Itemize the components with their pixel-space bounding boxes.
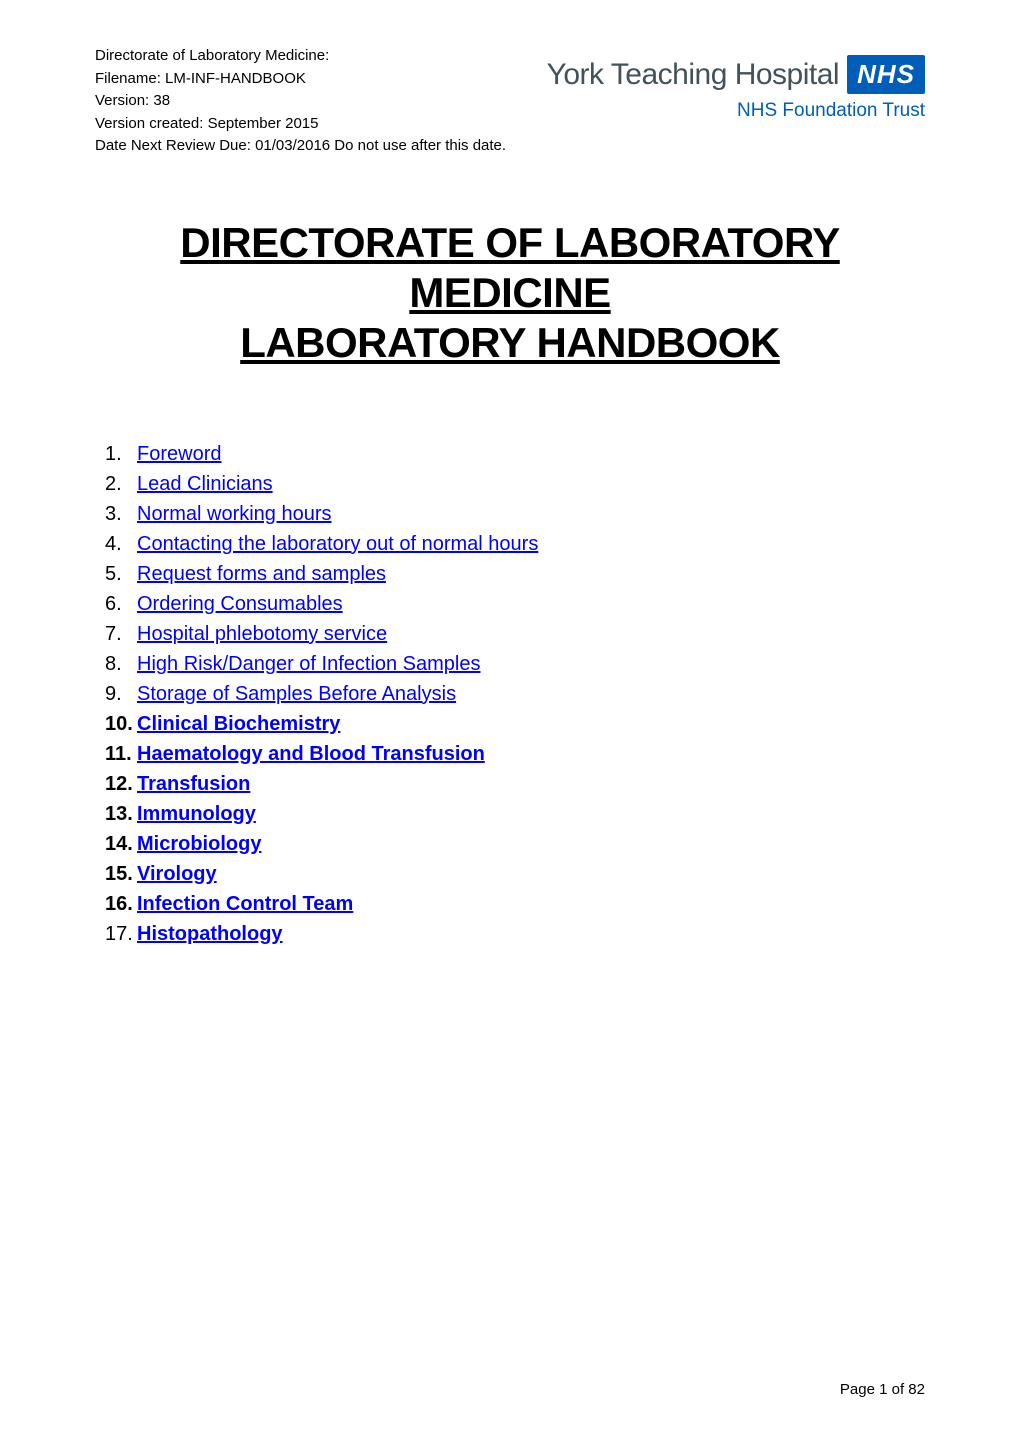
toc-item-number: 8. xyxy=(105,649,137,679)
toc-item-link[interactable]: Infection Control Team xyxy=(137,889,353,919)
toc-item-number: 1. xyxy=(105,439,137,469)
toc-item-number: 7. xyxy=(105,619,137,649)
toc-item: 9.Storage of Samples Before Analysis xyxy=(105,679,925,709)
toc-item-number: 10. xyxy=(105,709,137,739)
document-header: Directorate of Laboratory Medicine: File… xyxy=(95,45,925,158)
toc-item-link[interactable]: Microbiology xyxy=(137,829,261,859)
toc-item-number: 15. xyxy=(105,859,137,889)
version-line: Version: 38 xyxy=(95,90,506,113)
toc-item-number: 5. xyxy=(105,559,137,589)
table-of-contents: 1.Foreword2.Lead Clinicians3.Normal work… xyxy=(95,439,925,949)
title-heading: DIRECTORATE OF LABORATORY MEDICINE LABOR… xyxy=(95,218,925,369)
toc-item-link[interactable]: Haematology and Blood Transfusion xyxy=(137,739,485,769)
toc-item-number: 4. xyxy=(105,529,137,559)
toc-item-link[interactable]: Contacting the laboratory out of normal … xyxy=(137,529,538,559)
toc-item: 10.Clinical Biochemistry xyxy=(105,709,925,739)
toc-item: 7.Hospital phlebotomy service xyxy=(105,619,925,649)
toc-item-number: 13. xyxy=(105,799,137,829)
hospital-name: York Teaching Hospital xyxy=(547,58,840,92)
filename-line: Filename: LM-INF-HANDBOOK xyxy=(95,68,506,91)
toc-item-number: 11. xyxy=(105,739,137,769)
toc-item-number: 14. xyxy=(105,829,137,859)
title-line-1: DIRECTORATE OF LABORATORY MEDICINE xyxy=(180,219,840,316)
logo-top-row: York Teaching Hospital NHS xyxy=(547,55,925,94)
toc-item-link[interactable]: Storage of Samples Before Analysis xyxy=(137,679,456,709)
toc-item-link[interactable]: High Risk/Danger of Infection Samples xyxy=(137,649,481,679)
version-created-line: Version created: September 2015 xyxy=(95,113,506,136)
toc-item: 12.Transfusion xyxy=(105,769,925,799)
toc-item: 13.Immunology xyxy=(105,799,925,829)
toc-item-number: 9. xyxy=(105,679,137,709)
title-line-2: LABORATORY HANDBOOK xyxy=(240,319,780,366)
toc-item-number: 2. xyxy=(105,469,137,499)
nhs-subtitle: NHS Foundation Trust xyxy=(547,100,925,122)
toc-item: 3.Normal working hours xyxy=(105,499,925,529)
toc-item: 6.Ordering Consumables xyxy=(105,589,925,619)
toc-item-link[interactable]: Request forms and samples xyxy=(137,559,386,589)
toc-item: 17.Histopathology xyxy=(105,919,925,949)
document-title: DIRECTORATE OF LABORATORY MEDICINE LABOR… xyxy=(95,218,925,369)
toc-item-number: 17. xyxy=(105,919,137,949)
toc-item: 8.High Risk/Danger of Infection Samples xyxy=(105,649,925,679)
toc-item: 5.Request forms and samples xyxy=(105,559,925,589)
page-footer: Page 1 of 82 xyxy=(840,1381,925,1398)
nhs-badge-icon: NHS xyxy=(847,55,925,94)
toc-item: 16.Infection Control Team xyxy=(105,889,925,919)
toc-item-number: 16. xyxy=(105,889,137,919)
toc-item: 2.Lead Clinicians xyxy=(105,469,925,499)
directorate-line: Directorate of Laboratory Medicine: xyxy=(95,45,506,68)
toc-item: 15.Virology xyxy=(105,859,925,889)
toc-item-link[interactable]: Normal working hours xyxy=(137,499,332,529)
toc-item-number: 12. xyxy=(105,769,137,799)
toc-item-link[interactable]: Virology xyxy=(137,859,217,889)
toc-item-link[interactable]: Hospital phlebotomy service xyxy=(137,619,387,649)
toc-item-link[interactable]: Ordering Consumables xyxy=(137,589,343,619)
toc-item-link[interactable]: Immunology xyxy=(137,799,256,829)
review-date-line: Date Next Review Due: 01/03/2016 Do not … xyxy=(95,135,506,158)
toc-item-number: 3. xyxy=(105,499,137,529)
toc-item-link[interactable]: Lead Clinicians xyxy=(137,469,273,499)
toc-item-link[interactable]: Transfusion xyxy=(137,769,250,799)
header-metadata: Directorate of Laboratory Medicine: File… xyxy=(95,45,506,158)
toc-item: 14.Microbiology xyxy=(105,829,925,859)
toc-item-link[interactable]: Clinical Biochemistry xyxy=(137,709,340,739)
nhs-logo-block: York Teaching Hospital NHS NHS Foundatio… xyxy=(547,45,925,122)
toc-item: 11.Haematology and Blood Transfusion xyxy=(105,739,925,769)
toc-item: 1.Foreword xyxy=(105,439,925,469)
toc-item-link[interactable]: Foreword xyxy=(137,439,221,469)
toc-item-link[interactable]: Histopathology xyxy=(137,919,283,949)
toc-item: 4.Contacting the laboratory out of norma… xyxy=(105,529,925,559)
toc-item-number: 6. xyxy=(105,589,137,619)
